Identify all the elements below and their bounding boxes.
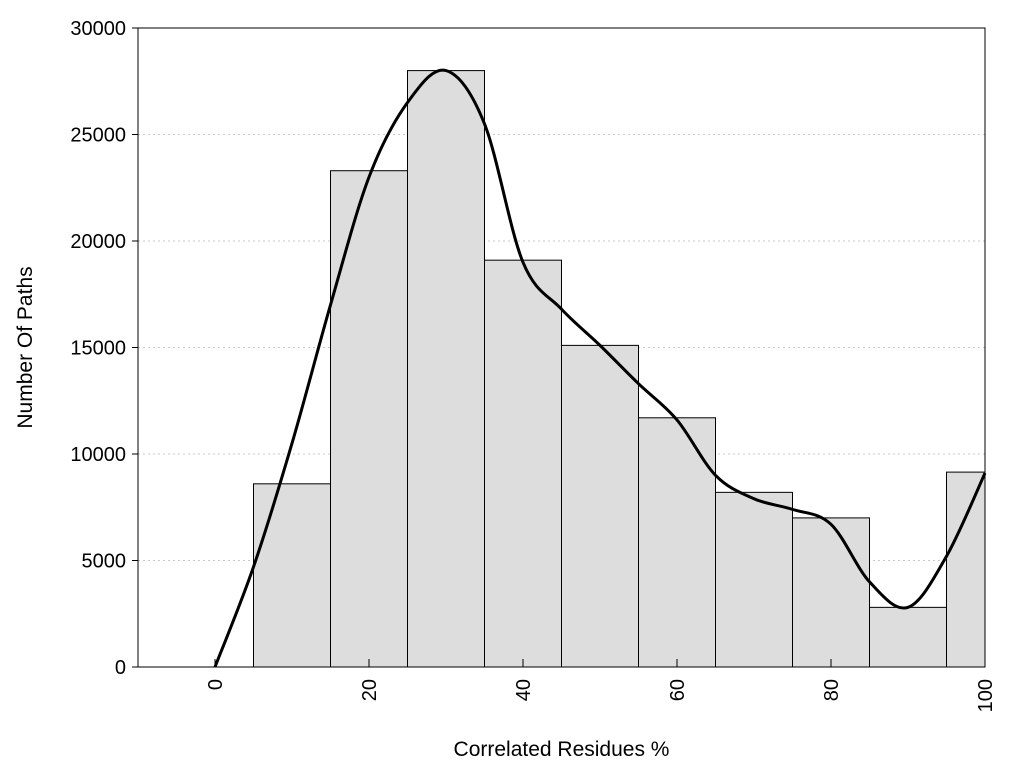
histogram-bar	[792, 517, 870, 668]
histogram-bar	[869, 606, 947, 668]
histogram-bar	[484, 259, 562, 668]
histogram-bar	[638, 417, 716, 668]
y-tick-label: 30000	[70, 18, 126, 40]
x-tick-label: 60	[667, 679, 689, 701]
x-axis-label: Correlated Residues %	[454, 738, 670, 761]
y-axis-ticks: 0 5000 10000 15000 20000 25000 30000	[70, 18, 138, 679]
y-tick-label: 20000	[70, 231, 126, 253]
density-curve	[213, 68, 987, 668]
y-tick-label: 15000	[70, 338, 126, 360]
histogram-bar	[407, 70, 485, 668]
y-axis-label: Number Of Paths	[14, 266, 37, 428]
density-curve-line	[213, 68, 987, 668]
y-tick-label: 10000	[70, 444, 126, 466]
y-tick-label: 25000	[70, 125, 126, 147]
histogram-bar	[561, 344, 639, 668]
histogram-bar	[253, 483, 331, 668]
y-tick-label: 5000	[82, 551, 127, 573]
x-tick-label: 40	[513, 679, 535, 701]
histogram-bar	[330, 170, 408, 668]
x-tick-label: 20	[359, 679, 381, 701]
x-tick-label: 80	[821, 679, 843, 701]
x-tick-label: 0	[205, 679, 227, 690]
x-tick-label: 100	[975, 679, 997, 712]
histogram-bar	[946, 471, 986, 668]
y-tick-label: 0	[115, 657, 126, 679]
histogram-bars	[253, 70, 986, 668]
x-axis-ticks: 0 20 40 60 80 100	[205, 659, 997, 712]
histogram-bar	[715, 491, 793, 668]
